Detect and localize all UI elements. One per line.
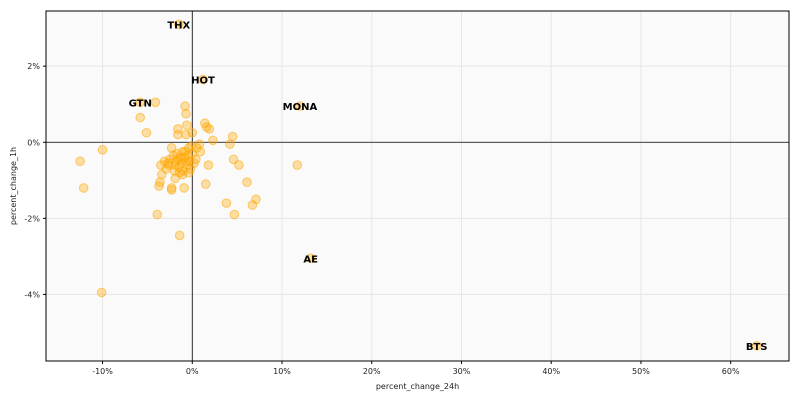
scatter-point: [174, 19, 184, 30]
annotation-mona: MONA: [283, 102, 318, 113]
annotation-ae: AE: [303, 254, 318, 265]
scatter-point: [166, 185, 177, 195]
scatter-point: [174, 230, 185, 241]
scatter-point: [247, 200, 258, 210]
scatter-point: [183, 167, 194, 178]
scatter-point: [182, 120, 192, 130]
scatter-point: [97, 145, 108, 155]
scatter-point: [180, 101, 190, 111]
scatter-point: [228, 154, 239, 165]
x-tick-label: 40%: [542, 367, 560, 376]
x-axis-title: percent_change_24h: [376, 382, 459, 391]
y-tick-label: 0%: [27, 138, 40, 147]
scatter-point: [242, 177, 252, 187]
x-tick-label: -10%: [92, 367, 113, 376]
plot-frame: [45, 10, 790, 362]
scatter-point: [305, 253, 316, 264]
x-tick-label: 20%: [363, 367, 381, 376]
scatter-point: [295, 101, 305, 111]
data-points: [75, 19, 762, 351]
y-axis-ticks: 2% 0% -2% -4%: [24, 62, 46, 299]
scatter-point: [187, 127, 198, 138]
x-tick-label: 60%: [722, 367, 740, 376]
y-tick-label: 2%: [27, 62, 40, 71]
scatter-point: [191, 143, 202, 153]
scatter-point: [229, 209, 240, 220]
y-tick-label: -2%: [24, 214, 40, 223]
scatter-point: [203, 160, 214, 170]
scatter-point: [96, 287, 107, 298]
x-tick-label: 0%: [186, 367, 199, 376]
scatter-point: [251, 194, 261, 205]
annotation-bts: BTS: [746, 342, 768, 353]
scatter-point: [152, 209, 163, 220]
scatter-point: [75, 156, 85, 167]
zero-lines: [46, 11, 789, 361]
x-tick-label: 10%: [273, 367, 291, 376]
scatter-point: [221, 198, 232, 208]
scatter-point: [135, 112, 146, 123]
scatter-point: [186, 141, 197, 151]
scatter-point: [204, 124, 215, 134]
scatter-point: [191, 154, 201, 165]
annotation-thx: THX: [167, 20, 190, 31]
y-tick-label: -4%: [24, 290, 40, 299]
scatter-point: [181, 108, 191, 119]
annotation-gtn: GTN: [129, 98, 152, 109]
scatter-point: [141, 127, 152, 138]
scatter-point: [150, 97, 161, 108]
scatter-point: [178, 165, 189, 176]
scatter-point: [78, 183, 89, 193]
annotation-hot: HOT: [191, 75, 215, 86]
scatter-point: [166, 143, 177, 153]
scatter-point: [155, 177, 165, 187]
y-axis-title: percent_change_1h: [9, 147, 18, 225]
scatter-point: [292, 160, 303, 170]
x-axis-ticks: -10% 0% 10% 20% 30% 40% 50% 60%: [92, 361, 740, 376]
scatter-point: [170, 160, 181, 170]
scatter-point: [234, 160, 244, 170]
scatter-point: [198, 74, 208, 85]
scatter-point: [751, 340, 762, 351]
scatter-point: [208, 135, 218, 146]
scatter-point: [225, 139, 235, 149]
x-tick-label: 30%: [453, 367, 471, 376]
scatter-point: [179, 183, 189, 193]
scatter-point: [135, 97, 146, 108]
scatter-point: [173, 129, 183, 140]
scatter-point: [200, 179, 211, 189]
x-tick-label: 50%: [632, 367, 650, 376]
point-annotations: THX HOT GTN MONA AE BTS: [129, 20, 768, 352]
scatter-point: [177, 146, 188, 157]
